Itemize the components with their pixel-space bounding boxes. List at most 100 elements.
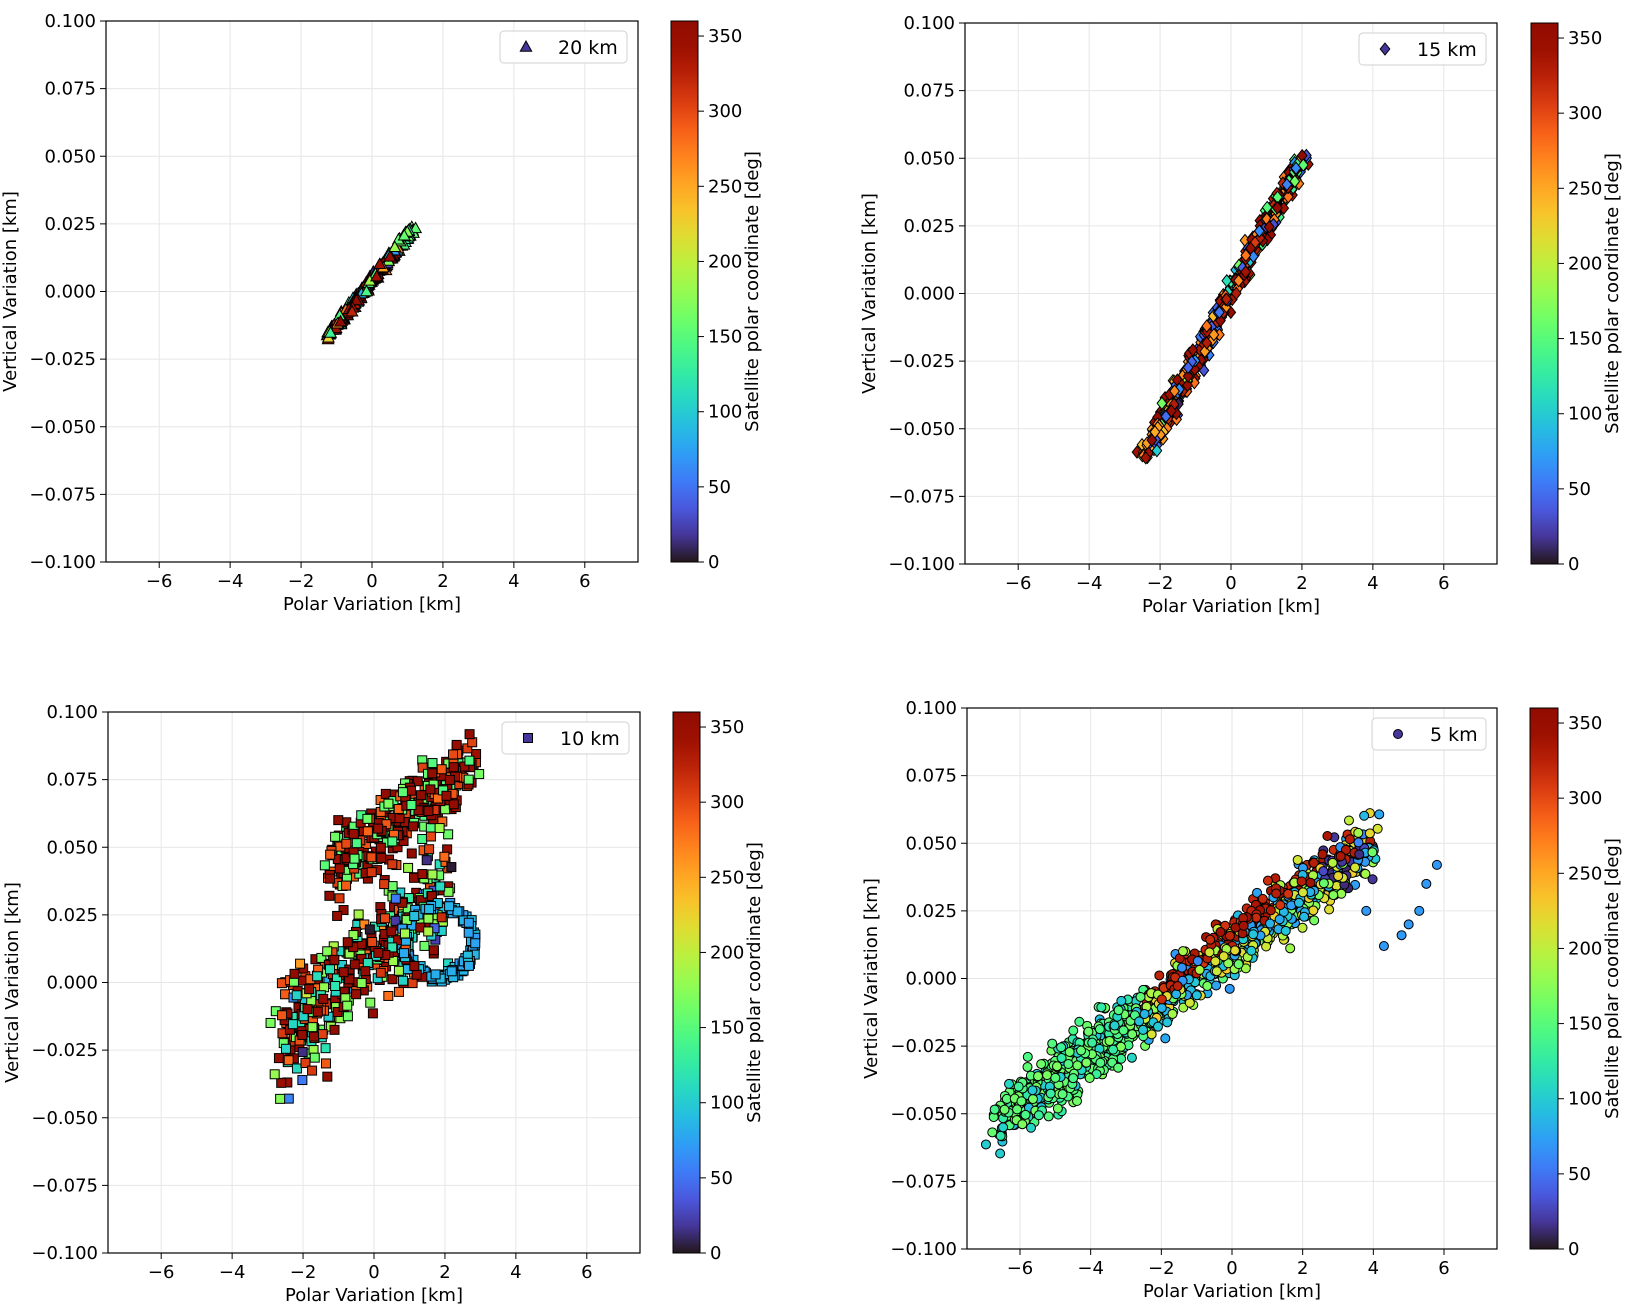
y-tick-label: −0.100 xyxy=(31,1243,98,1264)
data-point xyxy=(351,838,362,849)
data-point xyxy=(364,924,375,935)
data-point xyxy=(463,917,474,928)
data-point xyxy=(318,993,329,1004)
data-point xyxy=(1224,983,1235,994)
data-point xyxy=(375,842,386,853)
y-tick-label: 0.000 xyxy=(905,969,957,990)
colorbar-tick-label: 150 xyxy=(710,1018,744,1039)
y-tick-label: 0.100 xyxy=(905,698,957,719)
data-point xyxy=(1052,1103,1063,1114)
legend-box xyxy=(499,30,628,64)
data-point xyxy=(283,1055,294,1066)
data-point xyxy=(448,799,459,810)
y-tick-label: −0.050 xyxy=(29,417,96,438)
data-point xyxy=(1263,220,1275,234)
data-point xyxy=(464,755,475,766)
data-point xyxy=(1068,1073,1079,1084)
data-point xyxy=(1064,1046,1075,1057)
data-point xyxy=(1350,862,1361,873)
y-tick-label: 0.100 xyxy=(46,702,98,723)
data-point xyxy=(1056,1042,1067,1053)
colorbar-label: Satellite polar coordinate [deg] xyxy=(1602,838,1623,1119)
data-point xyxy=(1324,904,1335,915)
data-point xyxy=(273,1053,284,1064)
data-point xyxy=(1414,905,1425,916)
data-point xyxy=(425,822,436,833)
data-point xyxy=(399,948,410,959)
data-point xyxy=(1151,443,1163,458)
data-point xyxy=(1280,925,1291,936)
scatter-points xyxy=(1131,148,1314,465)
data-point xyxy=(373,257,387,270)
data-point xyxy=(344,974,355,985)
data-point xyxy=(1139,1009,1150,1020)
legend-label: 10 km xyxy=(560,728,620,750)
data-point xyxy=(348,828,359,839)
data-point xyxy=(444,774,455,785)
data-point xyxy=(338,967,349,978)
x-tick-label: −4 xyxy=(1076,573,1103,594)
data-point xyxy=(412,776,423,787)
colorbar-tick-label: 200 xyxy=(1568,938,1602,959)
data-point xyxy=(1072,1060,1083,1071)
data-point xyxy=(280,989,291,1000)
data-point xyxy=(1042,1070,1053,1081)
x-axis-label: Polar Variation [km] xyxy=(283,594,461,615)
data-point xyxy=(397,787,408,798)
data-point xyxy=(1140,451,1152,465)
data-point xyxy=(1172,981,1183,992)
data-point xyxy=(441,790,452,801)
data-point xyxy=(1252,887,1263,898)
data-point xyxy=(323,326,338,338)
data-point xyxy=(1261,941,1272,952)
data-point xyxy=(423,806,434,817)
data-point xyxy=(307,1065,318,1076)
data-point xyxy=(443,829,454,840)
data-point xyxy=(1248,929,1259,940)
data-point xyxy=(277,1010,288,1021)
data-point xyxy=(1047,1038,1058,1049)
data-point xyxy=(1182,369,1194,383)
data-point xyxy=(1201,319,1213,333)
data-point xyxy=(1257,893,1268,904)
data-point xyxy=(349,959,360,970)
data-point xyxy=(408,821,419,832)
data-point xyxy=(1177,946,1188,957)
data-point xyxy=(411,969,422,980)
data-point xyxy=(998,1122,1009,1133)
data-point xyxy=(275,1093,286,1104)
data-point xyxy=(297,1029,308,1040)
data-point xyxy=(300,1058,311,1069)
x-tick-label: 4 xyxy=(1367,573,1378,594)
colorbar-tick-label: 100 xyxy=(1568,404,1602,425)
data-point xyxy=(1297,158,1309,172)
data-point xyxy=(341,838,352,849)
data-point xyxy=(1154,970,1165,981)
data-point xyxy=(1192,956,1203,967)
y-tick-label: −0.050 xyxy=(890,1104,957,1125)
legend-box xyxy=(1371,717,1487,751)
data-point xyxy=(1162,1017,1173,1028)
data-point xyxy=(1169,384,1180,398)
data-point xyxy=(1285,943,1296,954)
data-point xyxy=(1104,1036,1115,1047)
data-point xyxy=(1057,1089,1068,1100)
data-point xyxy=(999,1104,1010,1115)
data-point xyxy=(1036,1059,1047,1070)
colorbar-tick-label: 350 xyxy=(1568,28,1602,49)
data-point xyxy=(283,1093,294,1104)
data-point xyxy=(424,844,435,855)
data-point xyxy=(1081,1057,1092,1068)
data-point xyxy=(1033,1110,1044,1121)
data-point xyxy=(329,954,340,965)
colorbar-tick-label: 150 xyxy=(708,327,742,348)
colorbar-tick-label: 0 xyxy=(1568,1239,1579,1260)
data-point xyxy=(1240,265,1252,279)
colorbar-tick-label: 0 xyxy=(710,1243,721,1264)
data-point xyxy=(1261,200,1273,215)
data-point xyxy=(398,975,409,986)
data-point xyxy=(1160,1033,1171,1044)
data-point xyxy=(1353,837,1364,848)
data-point xyxy=(386,926,397,937)
